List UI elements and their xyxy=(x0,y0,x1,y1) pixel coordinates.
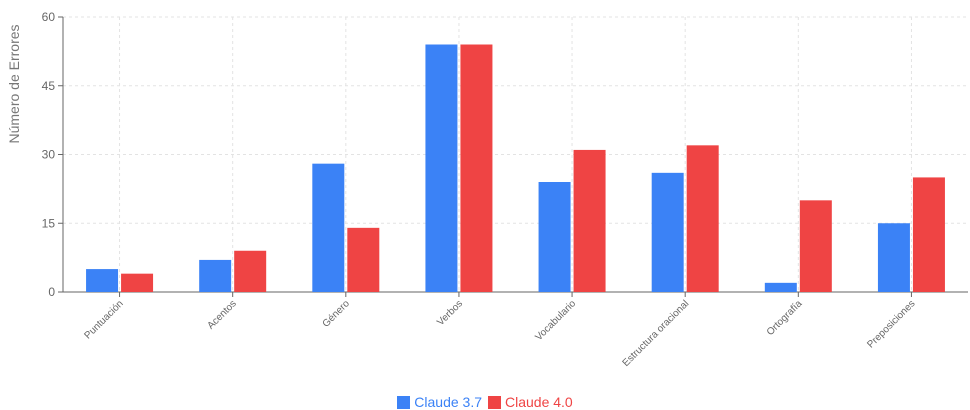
x-tick-label: Acentos xyxy=(205,298,238,331)
bar-claude-3-7[interactable] xyxy=(86,269,119,292)
bar-claude-4-0[interactable] xyxy=(460,44,493,293)
bar-claude-3-7[interactable] xyxy=(312,163,345,292)
bar-claude-4-0[interactable] xyxy=(347,227,380,292)
legend-item-claude-4-0[interactable]: Claude 4.0 xyxy=(488,394,573,410)
legend-label-claude-4-0: Claude 4.0 xyxy=(505,394,573,410)
legend-label-claude-3-7: Claude 3.7 xyxy=(414,394,482,410)
bar-chart: 0 15 30 45 60 Puntuación Acentos Género Verbos Vo… xyxy=(6,10,968,369)
bar-claude-4-0[interactable] xyxy=(573,149,606,292)
bar-claude-3-7[interactable] xyxy=(764,282,797,292)
y-tick-label: 45 xyxy=(42,79,56,93)
bar-claude-4-0[interactable] xyxy=(799,200,832,292)
bar-claude-3-7[interactable] xyxy=(651,172,684,292)
legend-swatch-claude-4-0 xyxy=(488,395,501,409)
x-tick-label: Ortografía xyxy=(765,298,805,338)
bar-claude-4-0[interactable] xyxy=(686,145,719,292)
legend: Claude 3.7 Claude 4.0 xyxy=(0,394,970,410)
x-tick-label: Puntuación xyxy=(83,298,126,341)
x-tick-label: Verbos xyxy=(435,298,465,328)
y-tick-label: 60 xyxy=(42,10,56,24)
bar-claude-3-7[interactable] xyxy=(877,223,910,292)
x-tick-label: Vocabulario xyxy=(533,298,578,343)
bar-claude-3-7[interactable] xyxy=(199,259,232,292)
grid xyxy=(63,16,968,292)
bars xyxy=(86,44,945,293)
y-tick-label: 30 xyxy=(42,148,56,162)
y-axis-label: Número de Errores xyxy=(6,24,22,143)
bar-claude-4-0[interactable] xyxy=(912,177,945,292)
x-tick-label: Género xyxy=(321,298,353,330)
bar-claude-4-0[interactable] xyxy=(121,273,154,292)
y-tick-label: 15 xyxy=(42,216,56,230)
legend-swatch-claude-3-7 xyxy=(397,395,411,409)
bar-claude-3-7[interactable] xyxy=(425,44,458,293)
y-tick-label: 0 xyxy=(48,285,55,299)
x-tick-label: Estructura oracional xyxy=(621,298,692,369)
bar-claude-3-7[interactable] xyxy=(538,182,571,292)
legend-item-claude-3-7[interactable]: Claude 3.7 xyxy=(397,394,482,410)
x-tick-label: Preposiciones xyxy=(865,298,917,350)
bar-claude-4-0[interactable] xyxy=(234,250,267,292)
